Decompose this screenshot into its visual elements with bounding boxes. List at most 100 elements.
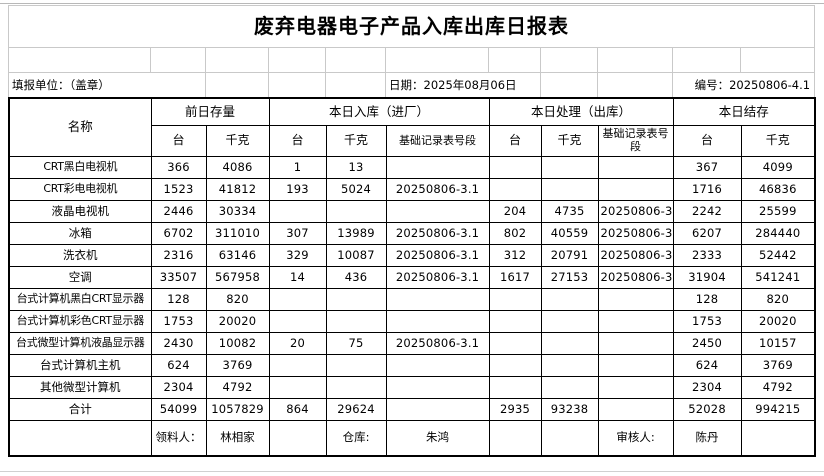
- cell-in-kg: 10087: [325, 244, 387, 267]
- cell-prev-kg: 4086: [205, 156, 270, 179]
- cell-prev-kg: 4792: [205, 376, 270, 399]
- cell-out-units: 312: [488, 244, 542, 267]
- cell-out-ref: [597, 288, 674, 311]
- cell-out-kg: 20791: [540, 244, 599, 267]
- spacer-row: [8, 47, 816, 73]
- sub-header-row: 台 千克 台 千克 基础记录表号段 台 千克 基础记录表号段 台 千克: [9, 125, 816, 157]
- total-bal-units: 52028: [672, 398, 742, 421]
- cell-out-units: [488, 288, 542, 311]
- cell-bal-units: 2242: [672, 200, 742, 223]
- report-serial-label: 编号：20250806-4.1: [671, 72, 816, 99]
- cell-in-kg: [325, 288, 387, 311]
- table-row: 台式计算机主机 624 3769 624 3769: [8, 354, 816, 377]
- table-row: 空调 33507 567958 14 436 20250806-3.1 1617…: [8, 266, 816, 289]
- cell-in-ref: 20250806-3.1: [385, 244, 490, 267]
- row-name: CRT黑白电视机: [8, 156, 152, 179]
- row-name: 台式计算机主机: [8, 354, 152, 377]
- cell-in-kg: [325, 354, 387, 377]
- cell-out-ref: [597, 310, 674, 333]
- table-row: CRT黑白电视机 366 4086 1 13 367 4099: [8, 156, 816, 179]
- group-header-outbound: 本日处理（出库）: [488, 97, 674, 126]
- cell-prev-kg: 10082: [205, 332, 270, 355]
- cell-prev-kg: 311010: [205, 222, 270, 245]
- cell-out-units: 802: [488, 222, 542, 245]
- subheader-prev-units: 台: [150, 125, 207, 157]
- cell-in-kg: 5024: [325, 178, 387, 201]
- cell-out-kg: [540, 288, 599, 311]
- spacer-cell: [385, 47, 489, 73]
- cell-in-units: [268, 200, 327, 223]
- cell-bal-kg: 820: [740, 288, 816, 311]
- auditor-label: 审核人:: [597, 420, 674, 457]
- row-name: 台式计算机彩色CRT显示器: [8, 310, 152, 333]
- cell-out-units: [488, 310, 542, 333]
- total-out-units: 2935: [488, 398, 542, 421]
- cell-in-ref: [385, 376, 490, 399]
- cell-bal-kg: 4099: [740, 156, 816, 179]
- cell-prev-units: 2430: [150, 332, 207, 355]
- cell-prev-units: 1753: [150, 310, 207, 333]
- subheader-out-kg: 千克: [540, 125, 599, 157]
- cell-in-kg: 436: [325, 266, 387, 289]
- cell-out-units: 1617: [488, 266, 542, 289]
- table-row: 台式计算机彩色CRT显示器 1753 20020 1753 20020: [8, 310, 816, 333]
- total-in-kg: 29624: [325, 398, 387, 421]
- cell-out-kg: [540, 376, 599, 399]
- cell-in-kg: [325, 200, 387, 223]
- cell-prev-units: 366: [150, 156, 207, 179]
- cell-bal-kg: 20020: [740, 310, 816, 333]
- row-name: 空调: [8, 266, 152, 289]
- cell-prev-kg: 41812: [205, 178, 270, 201]
- cell-bal-units: 6207: [672, 222, 742, 245]
- subheader-in-kg: 千克: [325, 125, 387, 157]
- auditor-name: 陈丹: [672, 420, 742, 457]
- total-prev-units: 54099: [150, 398, 207, 421]
- signature-row: 领料人： 林相家 仓库: 朱鸿 审核人: 陈丹: [8, 420, 816, 457]
- cell-prev-kg: 20020: [205, 310, 270, 333]
- cell-out-kg: 4735: [540, 200, 599, 223]
- table-row: 台式计算机黑白CRT显示器 128 820 128 820: [8, 288, 816, 311]
- cell-in-ref: 20250806-3.1: [385, 332, 490, 355]
- subheader-in-units: 台: [268, 125, 327, 157]
- row-name: 台式计算机黑白CRT显示器: [8, 288, 152, 311]
- meta-row: 填报单位：（盖章） 日期：2025年08月06日 编号：20250806-4.1: [8, 72, 816, 99]
- cell-out-ref: 20250806-3.2: [597, 222, 674, 245]
- cell-in-ref: 20250806-3.1: [385, 222, 490, 245]
- spacer-cell: [268, 47, 326, 73]
- cell-in-ref: [385, 354, 490, 377]
- total-label: 合计: [8, 398, 152, 421]
- title-row: 废弃电器电子产品入库出库日报表: [7, 5, 816, 48]
- cell-bal-kg: 52442: [740, 244, 816, 267]
- spacer-cell: [597, 47, 673, 73]
- cell-bal-units: 1716: [672, 178, 742, 201]
- meta-blank-cell: [597, 72, 673, 99]
- cell-out-units: 204: [488, 200, 542, 223]
- row-name: CRT彩电电视机: [8, 178, 152, 201]
- cell-prev-kg: 30334: [205, 200, 270, 223]
- cell-prev-units: 128: [150, 288, 207, 311]
- cell-out-units: [488, 178, 542, 201]
- cell-prev-units: 2304: [150, 376, 207, 399]
- row-name: 台式微型计算机液晶显示器: [8, 332, 152, 355]
- spacer-cell: [205, 47, 269, 73]
- cell-bal-kg: 284440: [740, 222, 816, 245]
- table-row: CRT彩电电视机 1523 41812 193 5024 20250806-3.…: [8, 178, 816, 201]
- signature-blank-cell: [488, 420, 542, 457]
- cell-prev-units: 33507: [150, 266, 207, 289]
- total-row: 合计 54099 1057829 864 29624 2935 93238 52…: [8, 398, 816, 421]
- cell-prev-kg: 567958: [205, 266, 270, 289]
- spacer-cell: [325, 47, 386, 73]
- cell-out-ref: [597, 156, 674, 179]
- cell-out-ref: [597, 354, 674, 377]
- row-name: 液晶电视机: [8, 200, 152, 223]
- table-row: 洗衣机 2316 63146 329 10087 20250806-3.1 31…: [8, 244, 816, 267]
- cell-bal-units: 624: [672, 354, 742, 377]
- cell-bal-kg: 25599: [740, 200, 816, 223]
- cell-in-units: [268, 310, 327, 333]
- spacer-cell: [488, 47, 541, 73]
- subheader-out-record-ref: 基础记录表号段: [597, 125, 674, 157]
- report-date-label: 日期：2025年08月06日: [385, 72, 541, 99]
- meta-blank-cell: [268, 72, 326, 99]
- signature-blank-cell: [268, 420, 327, 457]
- column-header-name: 名称: [8, 97, 152, 157]
